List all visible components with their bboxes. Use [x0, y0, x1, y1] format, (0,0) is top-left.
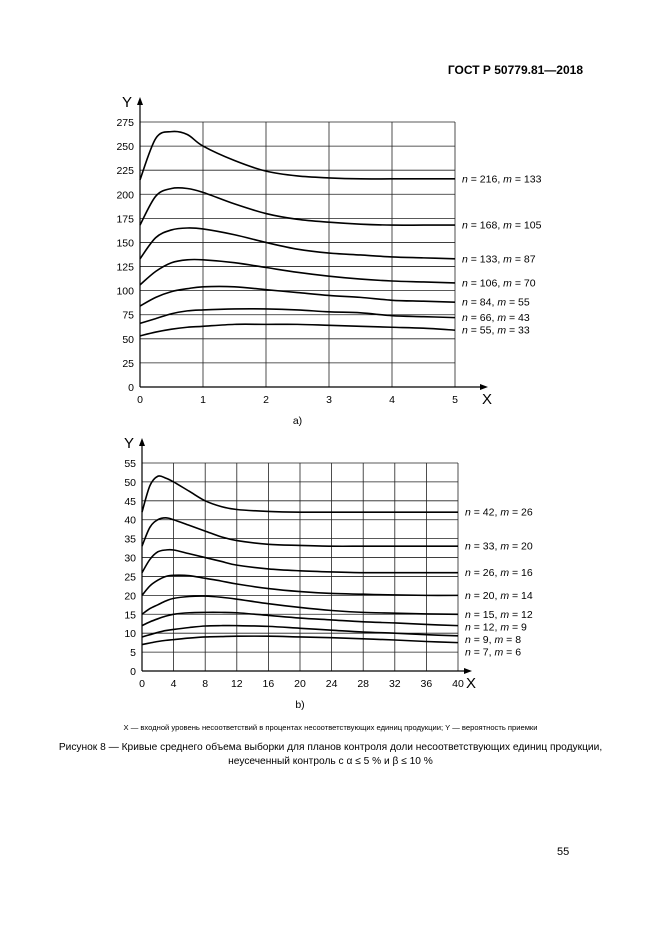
x-tick-label: 24 — [326, 678, 338, 690]
y-axis-label: Y — [124, 435, 134, 452]
x-tick-label: 32 — [389, 678, 401, 690]
series-label: n = 168, m = 105 — [462, 220, 542, 232]
page-number: 55 — [557, 846, 570, 858]
series-label: n = 20, m = 14 — [465, 590, 533, 602]
y-tick-label: 150 — [116, 237, 134, 249]
y-axis-arrow-icon — [137, 97, 143, 105]
series-line — [139, 258, 456, 286]
series-label: n = 106, m = 70 — [462, 277, 536, 289]
x-tick-label: 40 — [452, 678, 464, 690]
series-line — [139, 227, 456, 260]
y-tick-label: 30 — [124, 553, 136, 565]
x-tick-label: 12 — [231, 678, 243, 690]
standard-header: ГОСТ Р 50779.81—2018 — [447, 63, 583, 77]
series-label: n = 33, m = 20 — [465, 541, 533, 553]
x-tick-label: 3 — [326, 394, 332, 406]
y-tick-label: 55 — [124, 458, 136, 470]
series-label: n = 84, m = 55 — [462, 297, 530, 309]
y-tick-label: 10 — [124, 628, 136, 640]
y-tick-label: 250 — [116, 141, 134, 153]
x-tick-label: 0 — [139, 678, 145, 690]
chart-b: 0 4 8 12 16 20 24 28 32 36 40 0 5 10 15 20 25 30 35 40 45 50 5… — [124, 435, 533, 711]
figure-caption-line1: Рисунок 8 — Кривые среднего объема выбор… — [58, 742, 603, 753]
series-line — [139, 186, 455, 226]
y-axis-arrow-icon — [139, 438, 145, 446]
y-tick-label: 20 — [124, 590, 136, 602]
series-line — [139, 130, 455, 181]
series-line — [139, 308, 456, 325]
y-tick-label: 125 — [116, 262, 134, 274]
x-tick-label: 4 — [171, 678, 177, 690]
series-label: n = 9, m = 8 — [465, 634, 521, 646]
series-line — [141, 475, 458, 514]
chart-a: 0 1 2 3 4 50255075100125150175200225250275YXa… — [116, 94, 541, 427]
series-label: n = 133, m = 87 — [462, 253, 536, 265]
y-tick-label: 40 — [124, 515, 136, 527]
y-tick-label: 200 — [116, 189, 134, 201]
panel-label: b) — [295, 699, 304, 711]
series-line — [141, 635, 459, 646]
x-tick-label: 16 — [263, 678, 275, 690]
x-tick-label: 8 — [202, 678, 208, 690]
series-label: n = 7, m = 6 — [465, 646, 521, 658]
x-axis-arrow-icon — [464, 668, 472, 674]
x-axis-arrow-icon — [480, 384, 488, 390]
series-line — [141, 517, 458, 548]
series-line — [141, 611, 459, 627]
y-tick-label: 25 — [124, 571, 136, 583]
series-label: n = 12, m = 9 — [465, 621, 527, 633]
y-tick-label: 100 — [116, 286, 134, 298]
y-tick-label: 50 — [122, 334, 134, 346]
series-line — [139, 323, 456, 337]
x-tick-label: 2 — [263, 394, 269, 406]
y-tick-label: 175 — [116, 213, 134, 225]
series-label: n = 66, m = 43 — [462, 312, 530, 324]
series-label: n = 26, m = 16 — [465, 567, 533, 579]
series-line — [141, 595, 459, 616]
x-axis-label: X — [482, 391, 492, 408]
y-tick-label: 275 — [116, 117, 134, 129]
series-label: n = 216, m = 133 — [462, 173, 542, 185]
series-line — [141, 624, 459, 638]
series-label: n = 55, m = 33 — [462, 325, 530, 337]
x-tick-label: 4 — [389, 394, 395, 406]
series-label: n = 15, m = 12 — [465, 609, 533, 621]
y-tick-label: 225 — [116, 165, 134, 177]
series-label: n = 42, m = 26 — [465, 507, 533, 519]
y-tick-label: 0 — [130, 666, 136, 678]
y-tick-label: 75 — [122, 310, 134, 322]
y-tick-label: 45 — [124, 496, 136, 508]
series-line — [141, 574, 459, 597]
series-line — [139, 285, 456, 307]
figure-caption-line2: неусеченный контроль с α ≤ 5 % и β ≤ 10 … — [228, 756, 433, 767]
x-tick-label: 28 — [357, 678, 369, 690]
x-tick-label: 36 — [421, 678, 433, 690]
x-tick-label: 5 — [452, 394, 458, 406]
x-axis-label: X — [466, 675, 476, 692]
y-tick-label: 15 — [124, 609, 136, 621]
x-tick-label: 0 — [137, 394, 143, 406]
x-tick-label: 20 — [294, 678, 306, 690]
panel-label: a) — [293, 415, 302, 427]
y-tick-label: 35 — [124, 534, 136, 546]
y-tick-label: 25 — [122, 358, 134, 370]
figure-caption: Рисунок 8 — Кривые среднего объема выбор… — [0, 741, 661, 769]
y-tick-label: 5 — [130, 647, 136, 659]
y-tick-label: 50 — [124, 477, 136, 489]
y-axis-label: Y — [122, 94, 132, 111]
axis-legend-note: X — входной уровень несоответствий в про… — [123, 723, 538, 732]
y-tick-label: 0 — [128, 382, 134, 394]
x-tick-label: 1 — [200, 394, 206, 406]
series-line — [141, 548, 458, 574]
